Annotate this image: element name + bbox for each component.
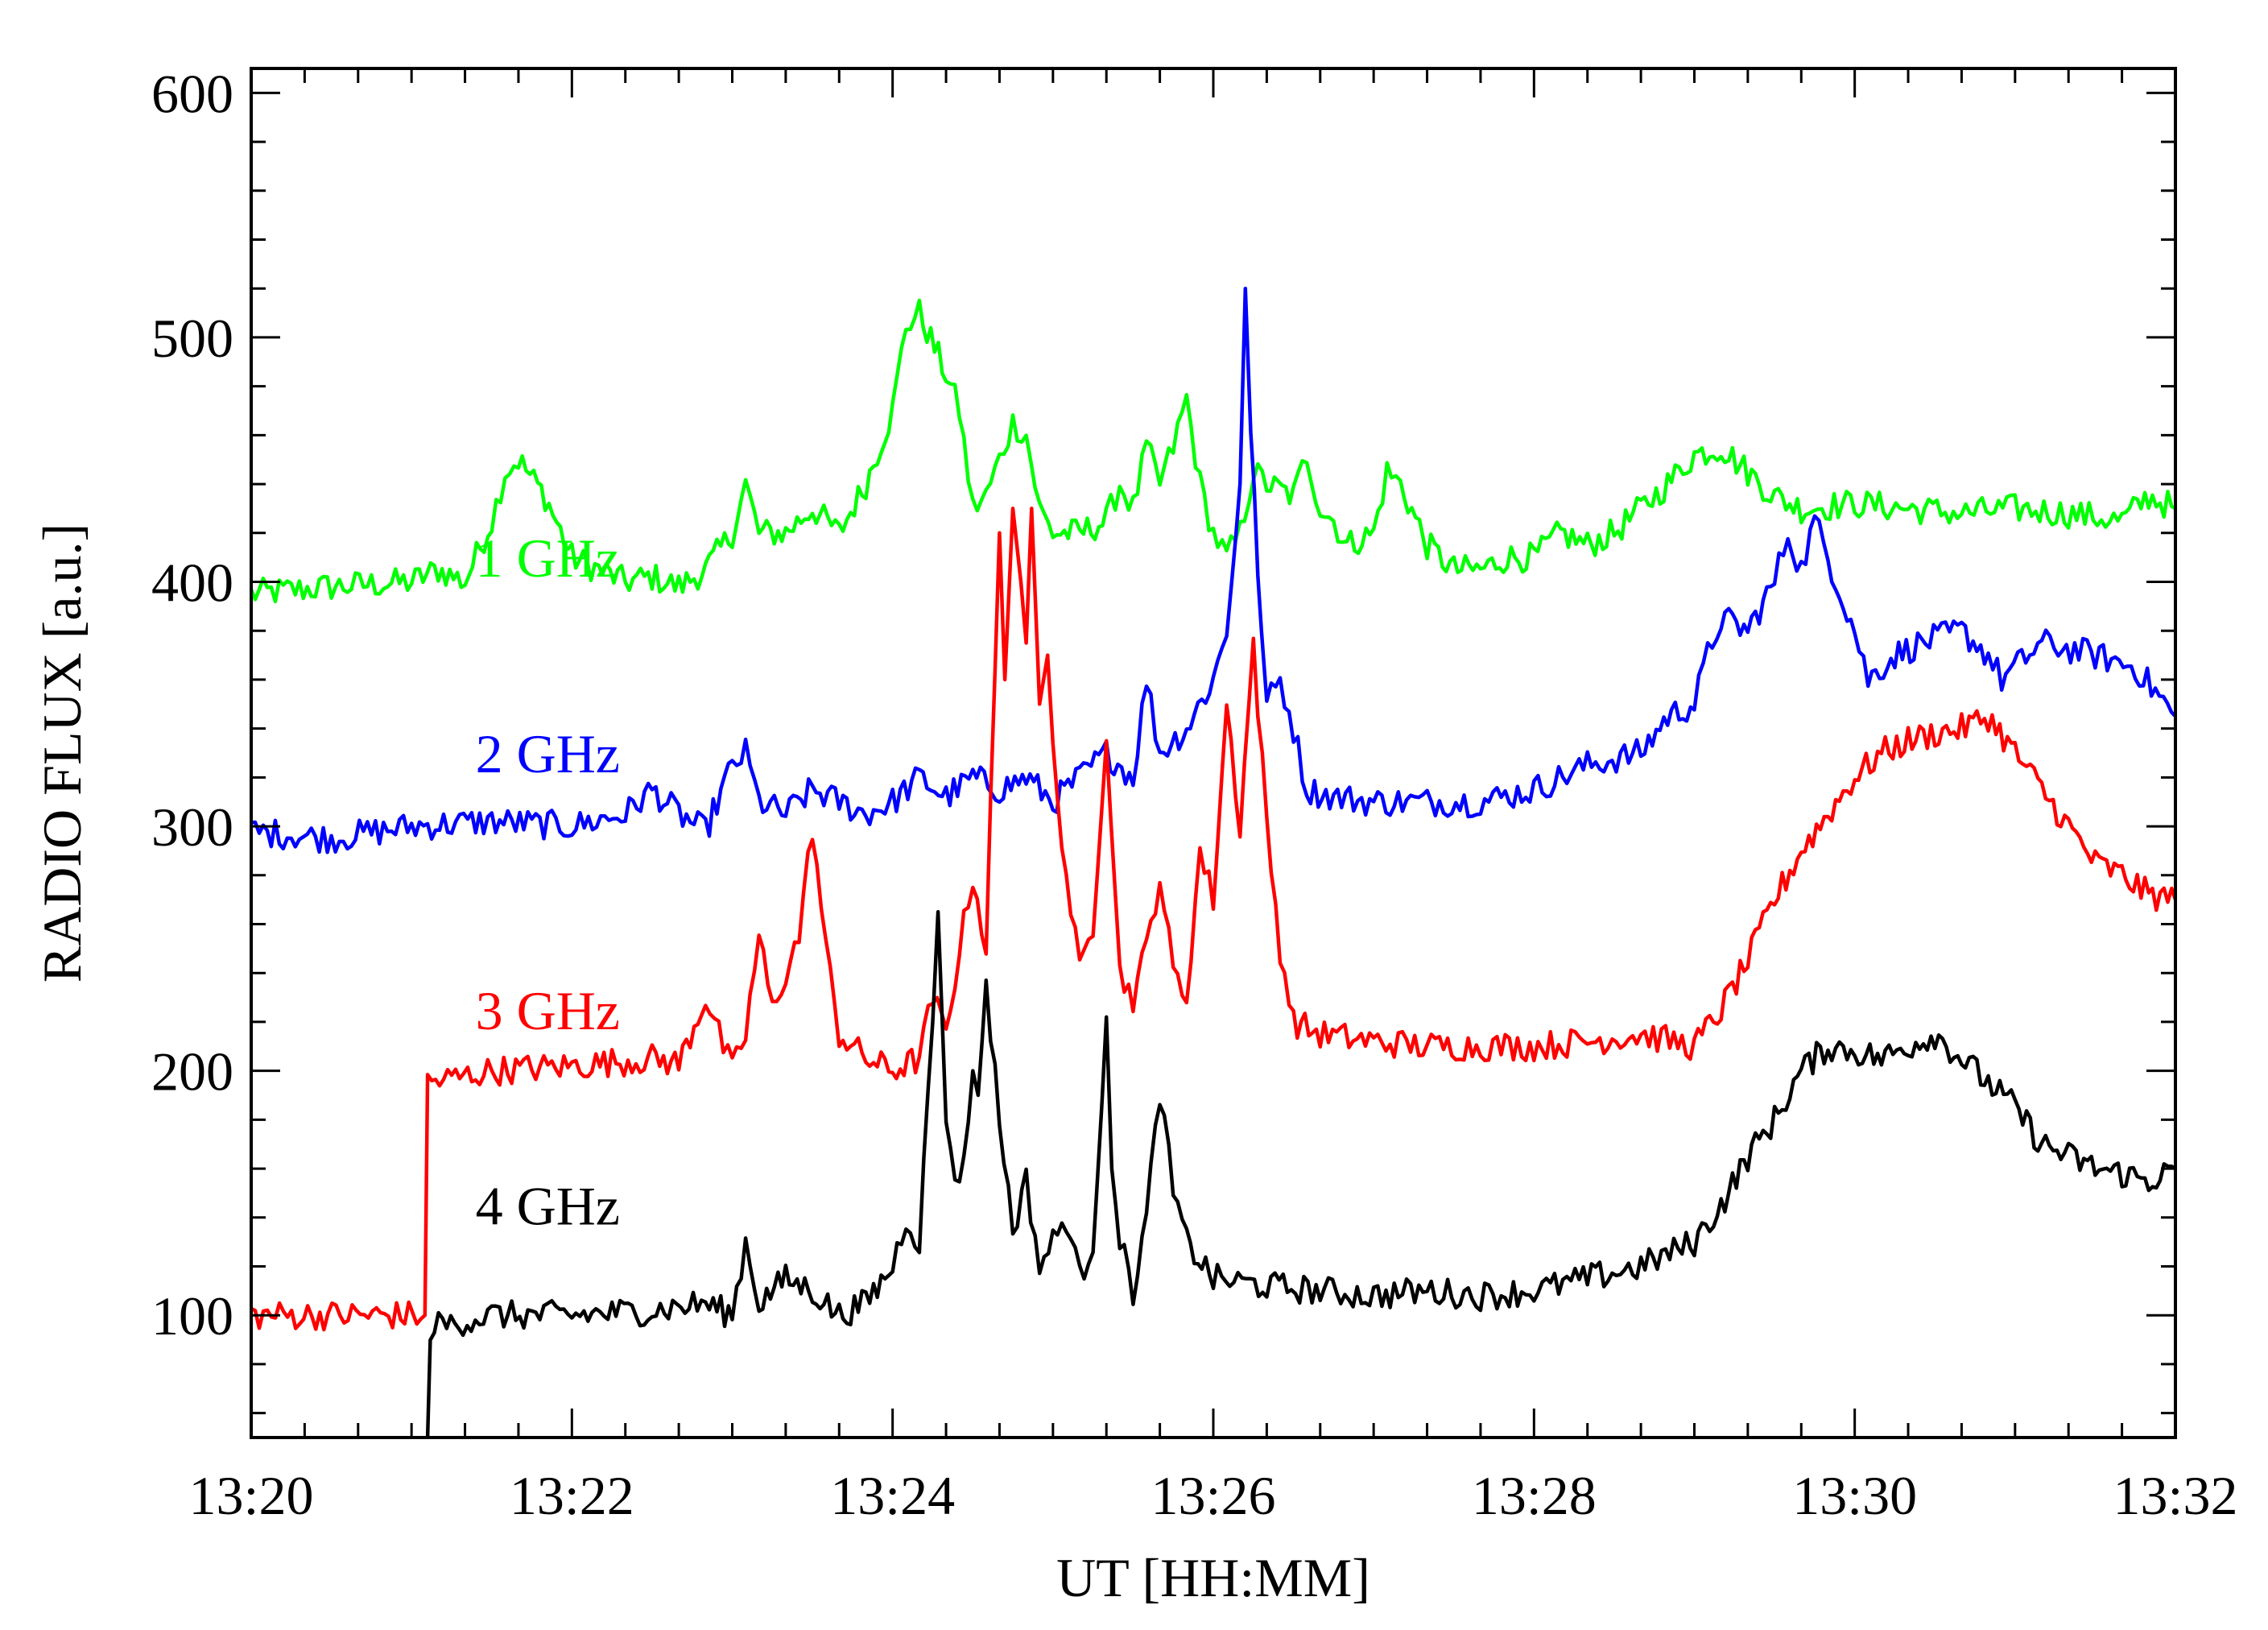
- x-axis-title: UT [HH:MM]: [1056, 1547, 1370, 1608]
- series-line-4: [425, 910, 2177, 1438]
- x-tick-label: 13:22: [510, 1465, 634, 1526]
- series-line-2: [250, 286, 2177, 854]
- ticks-layer: 13:20 13:22 13:24 13:26 13:28 13:30 13:32 100 20…: [151, 63, 2237, 1526]
- x-tick-label: 13:28: [1472, 1465, 1597, 1526]
- series-label-2: 2 GHz: [476, 723, 620, 784]
- x-tick-label: 13:30: [1792, 1465, 1917, 1526]
- x-tick-label: 13:20: [189, 1465, 314, 1526]
- y-tick-label: 100: [151, 1285, 233, 1347]
- series-line-1: [249, 298, 2177, 604]
- y-tick-label: 600: [151, 63, 233, 124]
- y-tick-label: 300: [151, 796, 233, 858]
- series-label-4: 4 GHz: [476, 1176, 620, 1237]
- x-tick-label: 13:24: [830, 1465, 955, 1526]
- x-tick-label: 13:26: [1151, 1465, 1276, 1526]
- y-axis-title: RADIO FLUX [a.u.]: [31, 523, 93, 983]
- series-line-3: [250, 507, 2178, 1332]
- series-label-3: 3 GHz: [476, 980, 620, 1041]
- y-tick-label: 200: [151, 1041, 233, 1103]
- series-label-1: 1 GHz: [476, 527, 620, 589]
- labels-layer: UT [HH:MM] RADIO FLUX [a.u.] 1 GHz 2 GHz 3…: [31, 523, 1370, 1608]
- y-tick-label: 400: [151, 552, 233, 614]
- series-layer: [249, 286, 2178, 1438]
- x-tick-label: 13:32: [2113, 1465, 2238, 1526]
- y-tick-label: 500: [151, 308, 233, 369]
